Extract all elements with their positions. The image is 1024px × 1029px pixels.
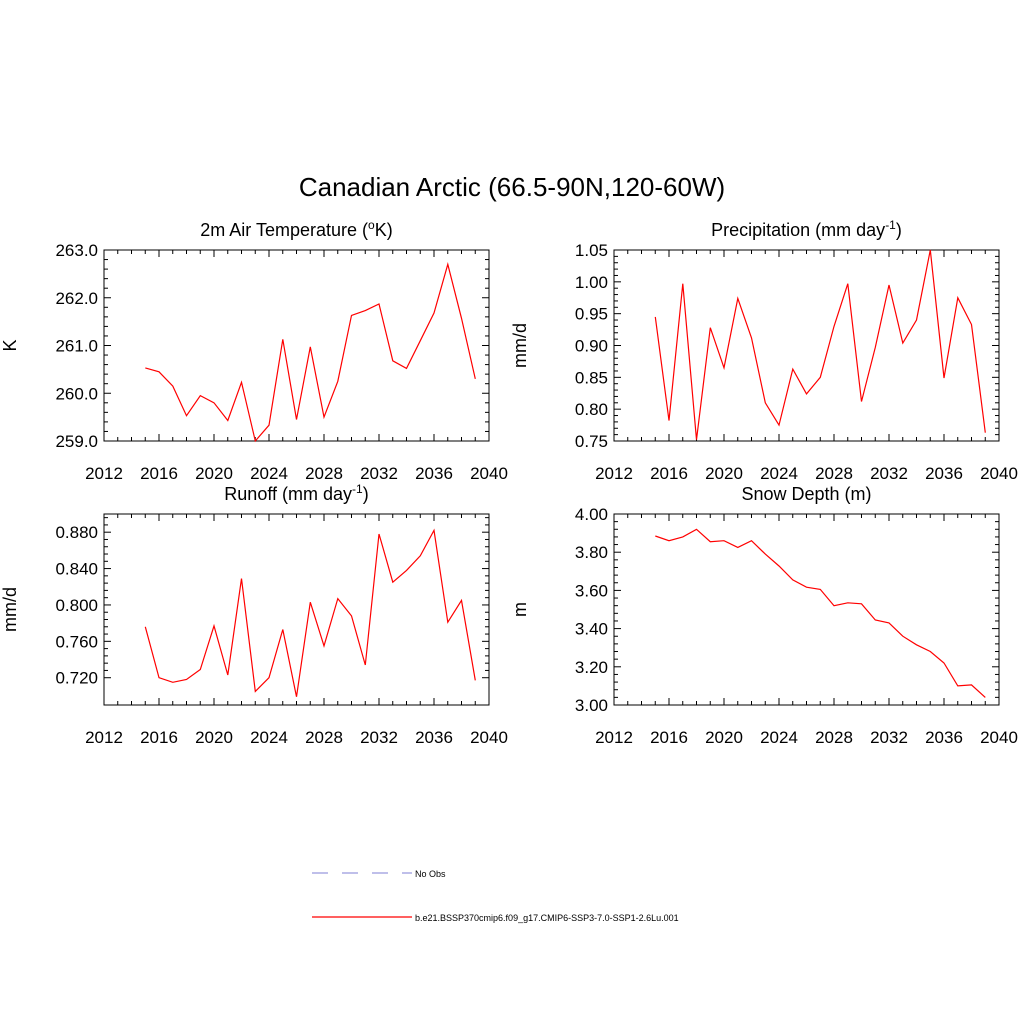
x-tick-label: 2032 — [360, 728, 398, 747]
y-tick-label: 0.760 — [55, 632, 98, 651]
x-tick-label: 2012 — [595, 464, 633, 483]
x-tick-label: 2012 — [85, 464, 123, 483]
x-tick-label: 2024 — [760, 728, 798, 747]
figure-title: Canadian Arctic (66.5-90N,120-60W) — [299, 172, 725, 202]
y-tick-label: 0.800 — [55, 596, 98, 615]
y-tick-label: 263.0 — [55, 241, 98, 260]
x-tick-label: 2020 — [195, 464, 233, 483]
series-line — [655, 528, 986, 698]
x-tick-label: 2028 — [305, 464, 343, 483]
y-tick-label: 3.40 — [575, 620, 608, 639]
x-tick-label: 2012 — [595, 728, 633, 747]
y-tick-label: 0.95 — [575, 305, 608, 324]
y-tick-label: 0.840 — [55, 560, 98, 579]
plot-frame — [613, 513, 1000, 706]
x-tick-label: 2024 — [250, 728, 288, 747]
y-tick-label: 1.05 — [575, 241, 608, 260]
chart-panel: 2012 2016 2020 2024 2028 2032 2036 2040 3.00 3.20… — [510, 484, 1018, 747]
y-tick-label: 3.80 — [575, 543, 608, 562]
panel-title: Precipitation (mm day-1) — [711, 218, 902, 240]
x-tick-label: 2016 — [650, 464, 688, 483]
x-tick-label: 2040 — [470, 464, 508, 483]
x-tick-label: 2024 — [760, 464, 798, 483]
chart-panel: 2012 2016 2020 2024 2028 2032 2036 2040 0.720 0.7… — [0, 482, 508, 747]
x-tick-label: 2032 — [870, 464, 908, 483]
x-tick-label: 2016 — [650, 728, 688, 747]
y-tick-label: 0.80 — [575, 400, 608, 419]
x-tick-label: 2036 — [925, 728, 963, 747]
x-tick-label: 2040 — [470, 728, 508, 747]
y-tick-label: 3.60 — [575, 581, 608, 600]
legend-label: b.e21.BSSP370cmip6.f09_g17.CMIP6-SSP3-7.… — [415, 913, 679, 923]
y-tick-label: 0.880 — [55, 523, 98, 542]
x-tick-label: 2036 — [415, 728, 453, 747]
y-tick-label: 260.0 — [55, 384, 98, 403]
y-tick-label: 0.90 — [575, 337, 608, 356]
chart-panels: 2012 2016 2020 2024 2028 2032 2036 2040 259.0 260… — [0, 218, 1018, 747]
y-tick-label: 1.00 — [575, 273, 608, 292]
x-tick-label: 2032 — [870, 728, 908, 747]
y-tick-label: 261.0 — [55, 337, 98, 356]
series-line — [144, 528, 476, 697]
series-line — [145, 261, 476, 443]
x-tick-label: 2032 — [360, 464, 398, 483]
x-tick-label: 2020 — [705, 728, 743, 747]
plot-frame — [613, 249, 1000, 442]
chart-panel: 2012 2016 2020 2024 2028 2032 2036 2040 259.0 260… — [0, 218, 508, 483]
y-axis-label: mm/d — [0, 587, 20, 632]
legend-label: No Obs — [415, 869, 446, 879]
panel-title: 2m Air Temperature (oK) — [200, 218, 392, 240]
x-tick-label: 2036 — [415, 464, 453, 483]
plot-frame — [103, 513, 490, 706]
x-tick-label: 2028 — [815, 464, 853, 483]
x-tick-label: 2036 — [925, 464, 963, 483]
x-tick-label: 2012 — [85, 728, 123, 747]
y-tick-label: 259.0 — [55, 432, 98, 451]
y-tick-label: 262.0 — [55, 289, 98, 308]
series-line — [654, 249, 986, 440]
x-tick-label: 2040 — [980, 464, 1018, 483]
y-tick-label: 3.20 — [575, 658, 608, 677]
plot-frame — [103, 249, 490, 442]
x-tick-label: 2020 — [195, 728, 233, 747]
y-tick-label: 4.00 — [575, 505, 608, 524]
y-axis-label: mm/d — [510, 323, 530, 368]
panel-title: Runoff (mm day-1) — [224, 482, 368, 504]
panel-title: Snow Depth (m) — [741, 484, 871, 504]
y-tick-label: 0.85 — [575, 368, 608, 387]
x-tick-label: 2028 — [815, 728, 853, 747]
x-tick-label: 2020 — [705, 464, 743, 483]
x-tick-label: 2024 — [250, 464, 288, 483]
legend: No Obs b.e21.BSSP370cmip6.f09_g17.CMIP6-S… — [312, 869, 679, 923]
y-axis-label: m — [510, 602, 530, 617]
y-axis-label: K — [0, 339, 20, 351]
x-tick-label: 2028 — [305, 728, 343, 747]
x-tick-label: 2016 — [140, 728, 178, 747]
x-tick-label: 2016 — [140, 464, 178, 483]
y-tick-label: 3.00 — [575, 696, 608, 715]
y-tick-label: 0.75 — [575, 432, 608, 451]
y-tick-label: 0.720 — [55, 669, 98, 688]
chart-panel: 2012 2016 2020 2024 2028 2032 2036 2040 0.75 0.80… — [510, 218, 1018, 483]
x-tick-label: 2040 — [980, 728, 1018, 747]
